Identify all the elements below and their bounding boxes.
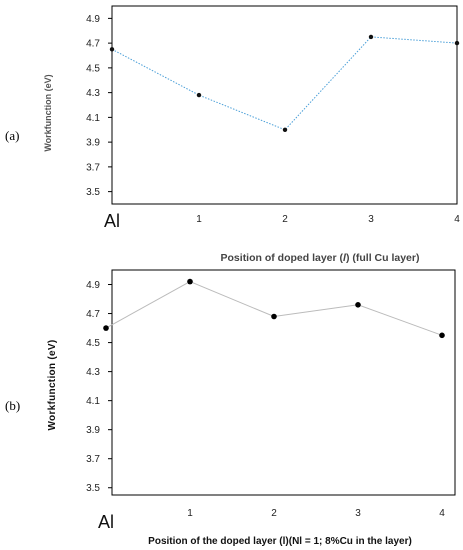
y-tick-label-a: 3.5 (86, 187, 100, 198)
panel-label-b: (b) (5, 398, 20, 413)
y-tick-label-a: 4.3 (86, 88, 100, 99)
y-tick-label-b: 4.5 (86, 338, 100, 349)
x-tick-label-b: 2 (271, 508, 277, 519)
y-axis-label-a: Workfunction (eV) (43, 74, 53, 151)
y-tick-label-b: 4.7 (86, 309, 100, 320)
x-axis-label-a-part-2: l (343, 252, 347, 264)
x-tick-label-a: 3 (368, 214, 374, 225)
data-point-a (282, 127, 288, 132)
series-group-a (109, 34, 460, 132)
y-tick-label-b: 4.9 (86, 280, 100, 291)
y-tick-label-a: 4.7 (86, 39, 100, 50)
x-tick-label-a: 2 (282, 214, 288, 225)
plot-frame-a (111, 5, 458, 205)
y-tick-label-b: 4.1 (86, 396, 100, 407)
panel-label-a: (a) (5, 128, 19, 143)
x-tick-label-a: Al (104, 211, 120, 231)
x-axis-label-b: Position of the doped layer (l)(Nl = 1; … (148, 536, 412, 547)
data-point-b (355, 302, 361, 308)
tick-group-b: 3.5 3.7 3.9 4.1 4.3 4.5 4.7 4.9 Al 1 2 3 4 (86, 280, 445, 532)
data-point-a (454, 40, 460, 46)
data-point-b (271, 313, 277, 320)
y-tick-label-b: 3.9 (86, 425, 100, 436)
x-axis-label-a-part-1: Position of doped layer ( (221, 252, 344, 264)
x-tick-label-b: Al (98, 512, 114, 532)
y-axis-label-b: Workfunction (eV) (47, 339, 58, 430)
series-line-a (111, 36, 458, 131)
data-point-a (368, 34, 374, 40)
x-axis-label-a-part-3: ) (full Cu layer) (346, 252, 420, 264)
y-tick-label-a: 4.5 (86, 63, 100, 74)
y-tick-label-b: 3.5 (86, 483, 100, 494)
data-point-a (109, 47, 115, 52)
x-tick-label-a: 1 (196, 214, 202, 225)
data-point-b (103, 325, 109, 331)
chart-panel-b: (b) Workfunction (eV) 3.5 3.7 3.9 4.1 4.3 4.5… (5, 269, 456, 547)
series-line-b (105, 281, 443, 336)
y-tick-label-a: 3.7 (86, 162, 100, 173)
tick-group-a: 3.5 3.7 3.9 4.1 4.3 4.5 4.7 4.9 Al 1 2 3 4 (86, 14, 460, 231)
data-point-b (187, 278, 193, 285)
plot-frame-b (111, 269, 456, 496)
x-tick-label-b: 1 (187, 508, 193, 519)
x-tick-label-b: 3 (355, 508, 361, 519)
x-tick-label-b: 4 (439, 508, 445, 519)
series-group-b (103, 278, 445, 339)
x-axis-label-a: Position of doped layer (l) (full Cu lay… (221, 252, 420, 264)
y-tick-label-a: 3.9 (86, 138, 100, 149)
y-tick-label-a: 4.9 (86, 14, 100, 25)
x-tick-label-a: 4 (454, 214, 460, 225)
chart-panel-a: (a) Workfunction (eV) 3.5 3.7 3.9 4.1 4.3 4.5… (5, 5, 460, 264)
y-tick-label-b: 4.3 (86, 367, 100, 378)
y-tick-label-a: 4.1 (86, 113, 100, 124)
y-tick-label-b: 3.7 (86, 454, 100, 465)
data-point-b (439, 332, 445, 339)
data-point-a (196, 92, 202, 98)
